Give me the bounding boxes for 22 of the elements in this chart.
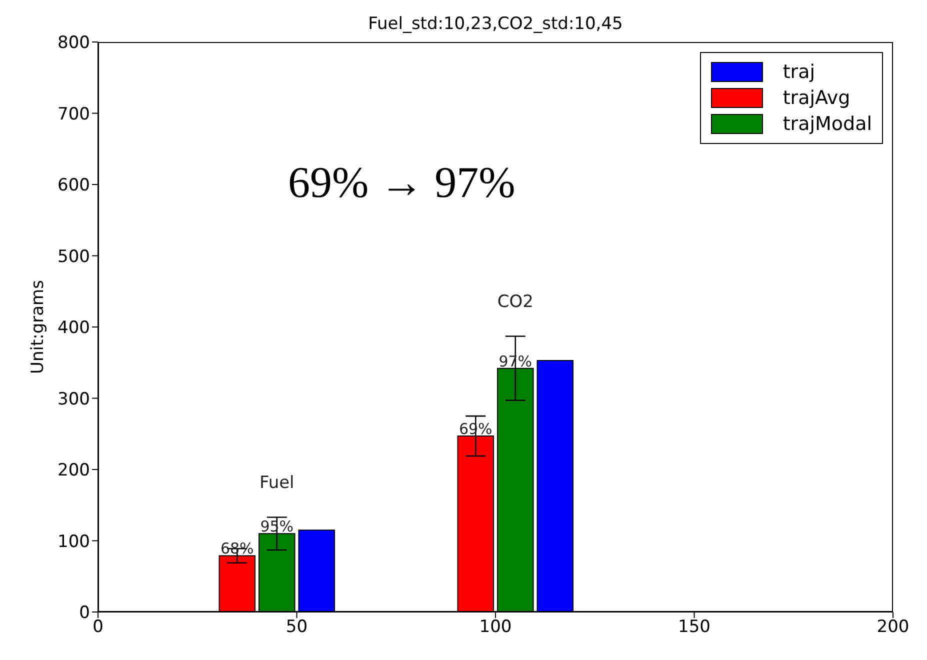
y-tick-label: 100 bbox=[58, 532, 90, 552]
y-tick-label: 700 bbox=[58, 104, 90, 124]
annotation: 69% → 97% bbox=[288, 157, 516, 208]
y-tick-label: 300 bbox=[58, 389, 90, 410]
y-tick-label: 800 bbox=[58, 33, 90, 54]
x-tick-label: 0 bbox=[92, 617, 104, 638]
annotation: Fuel bbox=[258, 473, 296, 494]
y-tick-label: 200 bbox=[58, 460, 90, 481]
legend-label: trajModal bbox=[782, 113, 872, 135]
y-tick-label: 500 bbox=[58, 246, 90, 267]
annotation: CO2 bbox=[496, 292, 534, 312]
y-tick-label: 400 bbox=[58, 318, 90, 338]
legend-label: trajAvg bbox=[782, 87, 852, 109]
chart-title: Fuel_std:10,23,CO2_std:10,45 bbox=[367, 14, 624, 34]
x-tick-label: 200 bbox=[876, 617, 910, 638]
y-tick-label: 600 bbox=[58, 176, 90, 196]
y-tick-label: 0 bbox=[79, 603, 90, 624]
x-tick-label: 100 bbox=[479, 617, 512, 638]
y-axis-title: Unit:grams bbox=[28, 280, 48, 374]
legend-label: traj bbox=[782, 61, 816, 83]
x-tick-label: 50 bbox=[286, 617, 308, 638]
x-tick-label: 150 bbox=[678, 617, 710, 638]
